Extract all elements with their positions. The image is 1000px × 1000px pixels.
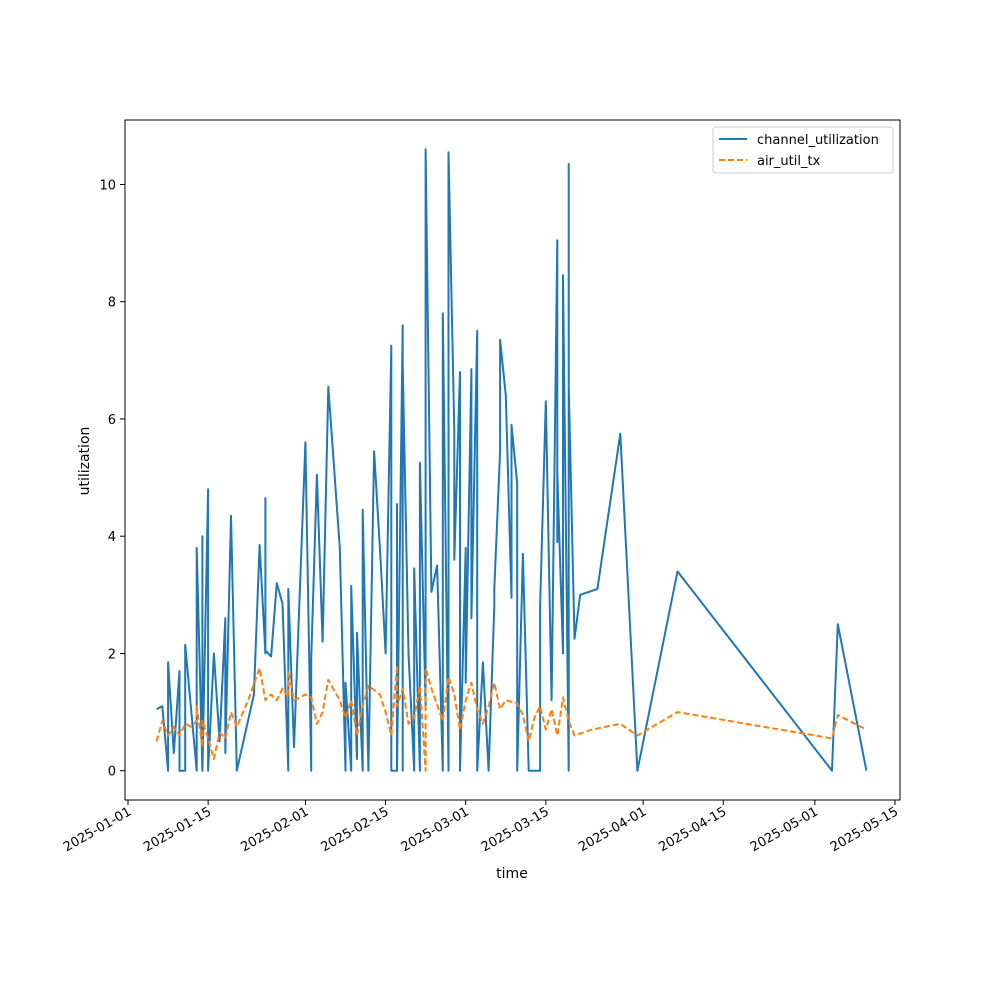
x-tick-label: 2025-03-15 [479, 804, 552, 855]
y-axis: 0 2 4 6 8 10 [99, 178, 125, 780]
y-tick-label: 0 [108, 765, 116, 780]
series-line-air-util-tx [155, 664, 867, 772]
plot-frame [124, 119, 901, 801]
legend-label-channel-utilization: channel_utilization [757, 133, 879, 148]
series-lines [155, 148, 868, 772]
x-tick-label: 2025-01-15 [141, 804, 214, 855]
legend-label-air-util-tx: air_util_tx [757, 154, 821, 169]
x-axis: 2025-01-01 2025-01-15 2025-02-01 2025-02-15… [61, 800, 901, 855]
y-tick-label: 2 [108, 647, 116, 662]
x-tick-label: 2025-04-15 [656, 804, 729, 855]
x-tick-label: 2025-05-15 [828, 804, 901, 855]
x-tick-label: 2025-03-01 [399, 804, 472, 855]
y-axis-title: utilization [77, 427, 93, 496]
y-tick-label: 8 [108, 296, 116, 311]
x-tick-label: 2025-02-15 [319, 804, 392, 855]
series-line-channel-utilization [156, 148, 868, 772]
x-tick-label: 2025-02-01 [239, 804, 312, 855]
y-tick-label: 10 [99, 178, 116, 193]
x-tick-label: 2025-04-01 [576, 804, 649, 855]
x-tick-label: 2025-01-01 [61, 804, 134, 855]
x-axis-title: time [496, 866, 528, 882]
x-tick-label: 2025-05-01 [748, 804, 821, 855]
y-tick-label: 6 [108, 413, 116, 428]
legend: channel_utilization air_util_tx [712, 126, 894, 174]
legend-box [712, 126, 894, 174]
y-tick-label: 4 [108, 530, 116, 545]
